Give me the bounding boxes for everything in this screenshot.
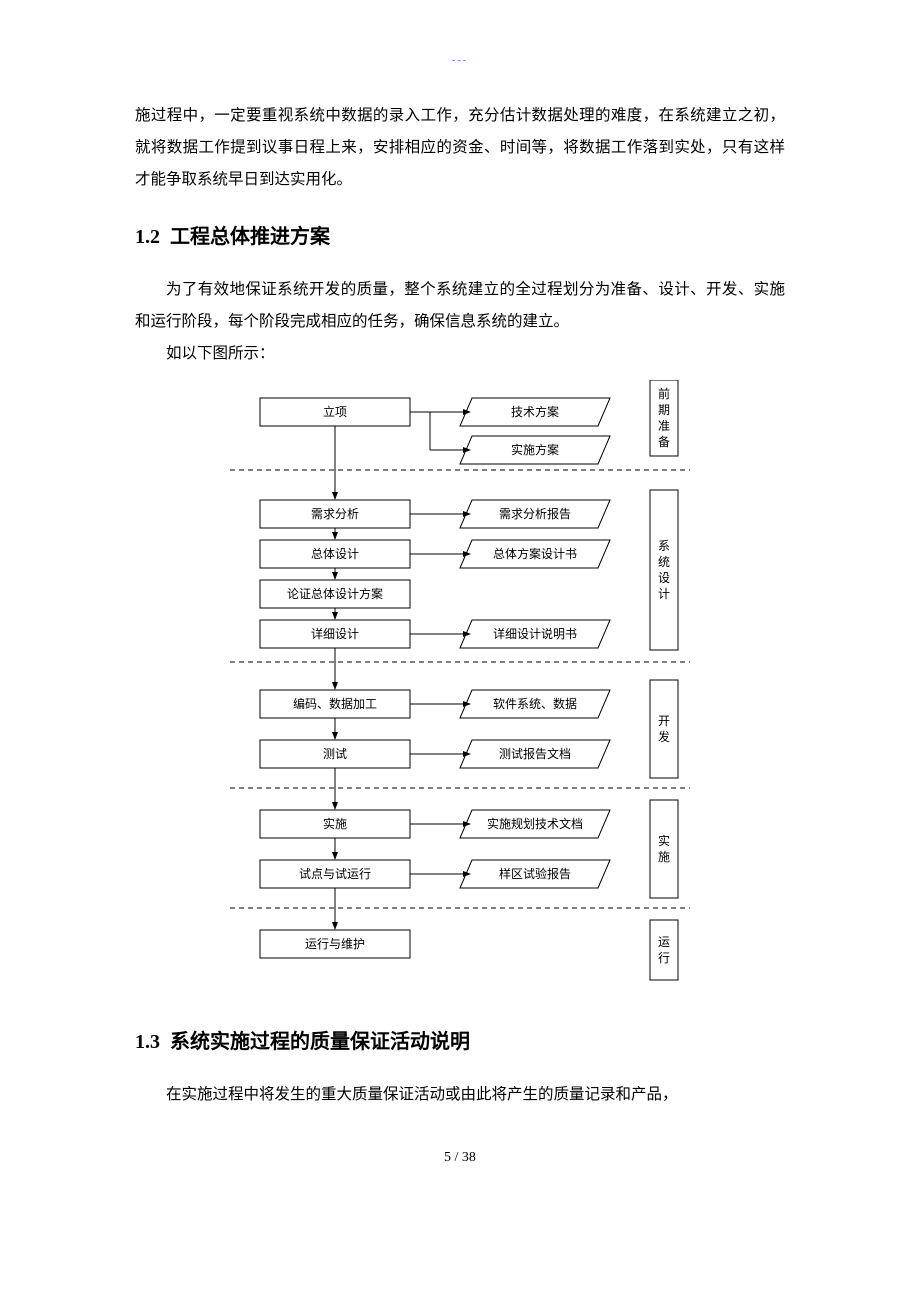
svg-text:系: 系	[658, 539, 670, 553]
heading-text: 系统实施过程的质量保证活动说明	[170, 1031, 470, 1053]
svg-text:编码、数据加工: 编码、数据加工	[293, 696, 377, 711]
svg-text:立项: 立项	[323, 404, 347, 419]
svg-text:需求分析报告: 需求分析报告	[499, 506, 571, 521]
section-1-2-para-b: 如以下图所示：	[135, 338, 785, 370]
svg-text:实施规划技术文档: 实施规划技术文档	[487, 816, 583, 831]
svg-text:设: 设	[658, 571, 670, 585]
svg-text:样区试验报告: 样区试验报告	[499, 866, 571, 881]
svg-text:论证总体设计方案: 论证总体设计方案	[287, 586, 383, 601]
svg-text:期: 期	[658, 403, 670, 417]
svg-text:测试报告文档: 测试报告文档	[499, 746, 571, 761]
svg-text:详细设计说明书: 详细设计说明书	[493, 626, 577, 641]
flowchart-diagram: 前期准备系统设计开发实施运行 立项 技术方案实施方案需求分析 需求分析报告总体设计 总体…	[190, 380, 730, 995]
svg-text:需求分析: 需求分析	[311, 507, 359, 521]
svg-text:行: 行	[658, 951, 670, 965]
svg-text:试点与试运行: 试点与试运行	[299, 866, 371, 881]
section-1-2-para-a: 为了有效地保证系统开发的质量，整个系统建立的全过程划分为准备、设计、开发、实施和…	[135, 274, 785, 338]
svg-text:发: 发	[658, 729, 670, 744]
svg-text:软件系统、数据: 软件系统、数据	[493, 696, 577, 711]
heading-1-3: 1.3 系统实施过程的质量保证活动说明	[135, 1025, 785, 1054]
svg-text:运行与维护: 运行与维护	[305, 937, 365, 951]
intro-paragraph: 施过程中，一定要重视系统中数据的录入工作，充分估计数据处理的难度，在系统建立之初…	[135, 100, 785, 195]
svg-text:总体设计: 总体设计	[311, 547, 359, 561]
svg-text:测试: 测试	[323, 746, 347, 761]
svg-text:实: 实	[658, 833, 670, 848]
svg-text:开: 开	[658, 714, 670, 728]
section-1-3-para: 在实施过程中将发生的重大质量保证活动或由此将产生的质量记录和产品，	[135, 1079, 785, 1111]
document-page: --- 施过程中，一定要重视系统中数据的录入工作，充分估计数据处理的难度，在系统…	[0, 0, 920, 1216]
svg-text:施: 施	[658, 850, 670, 864]
svg-text:准: 准	[658, 419, 670, 433]
svg-text:详细设计: 详细设计	[311, 626, 359, 641]
heading-number: 1.3	[135, 1031, 160, 1053]
svg-text:技术方案: 技术方案	[511, 404, 559, 419]
svg-text:总体方案设计书: 总体方案设计书	[493, 546, 577, 561]
svg-text:前: 前	[658, 386, 670, 401]
svg-text:实施: 实施	[323, 816, 347, 831]
svg-text:计: 计	[658, 587, 670, 601]
svg-text:实施方案: 实施方案	[511, 442, 559, 457]
page-footer: 5 / 38	[135, 1150, 785, 1166]
header-decoration: ---	[452, 55, 468, 66]
heading-1-2: 1.2 工程总体推进方案	[135, 220, 785, 249]
heading-number: 1.2	[135, 226, 160, 248]
svg-text:运: 运	[658, 935, 670, 949]
svg-text:统: 统	[658, 555, 670, 569]
heading-text: 工程总体推进方案	[170, 226, 330, 248]
svg-text:备: 备	[658, 435, 670, 449]
